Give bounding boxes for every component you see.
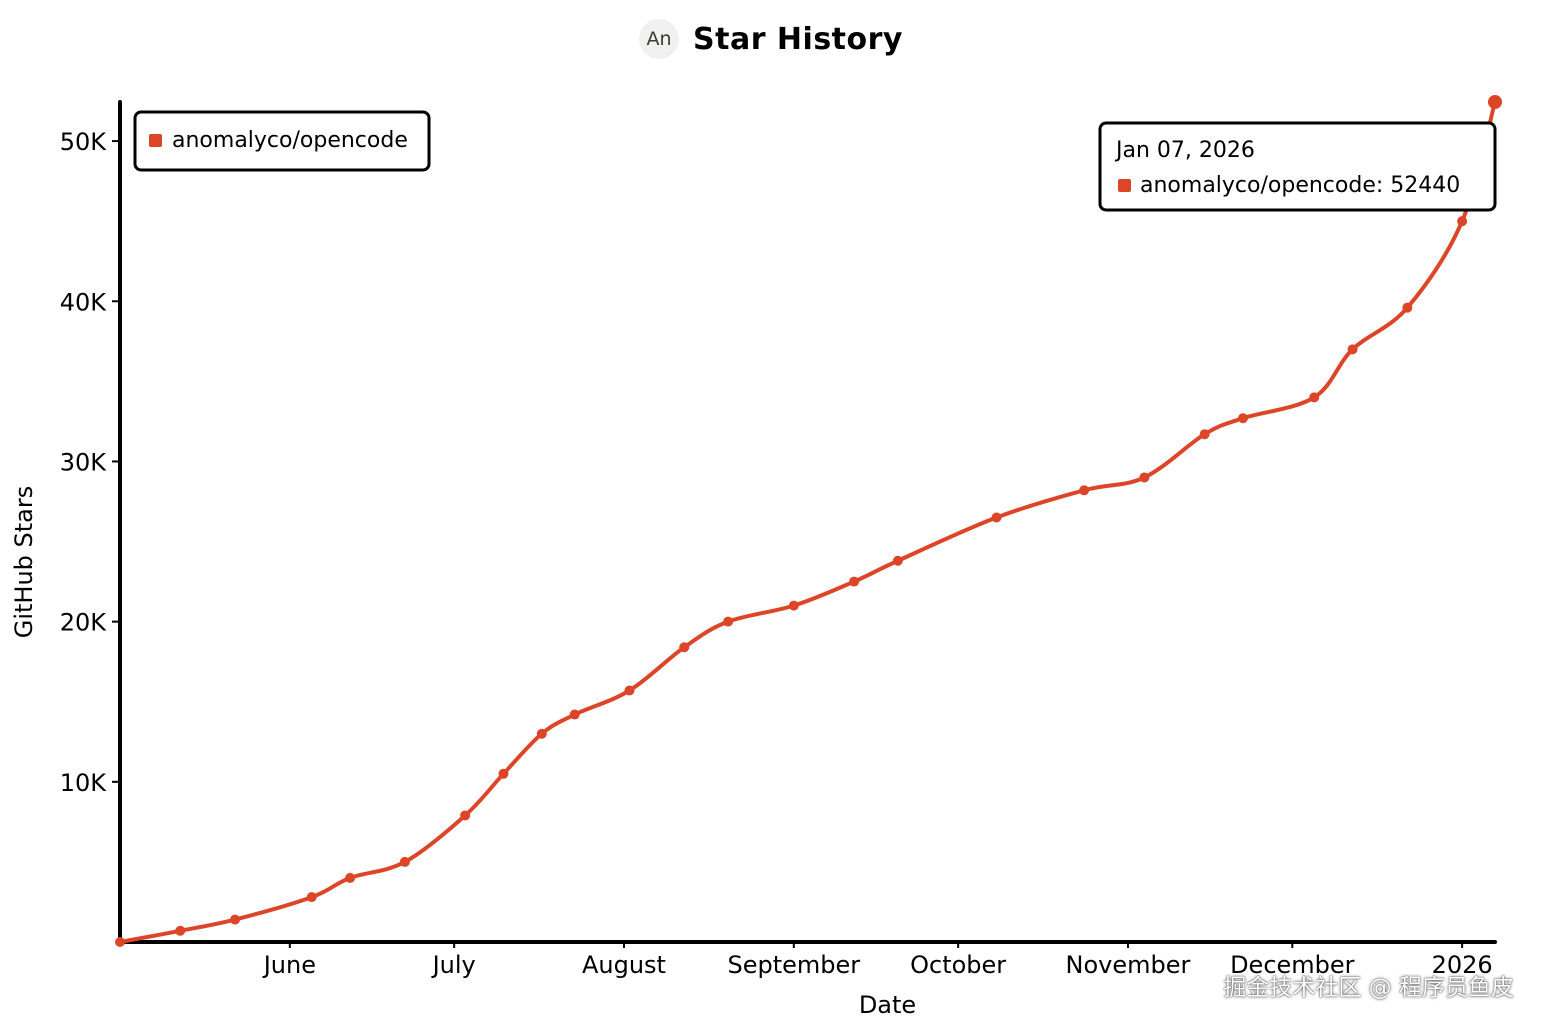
x-tick-label: 2026 (1432, 951, 1493, 979)
y-axis-title: GitHub Stars (10, 486, 38, 639)
legend-swatch (149, 134, 162, 147)
data-point[interactable] (1402, 302, 1413, 313)
series-line (118, 100, 1497, 944)
data-point[interactable] (345, 872, 356, 883)
data-point[interactable] (1488, 95, 1502, 109)
data-point[interactable] (788, 600, 799, 611)
data-point[interactable] (1079, 485, 1090, 496)
x-tick-label: November (1066, 951, 1191, 979)
legend-box (133, 110, 431, 172)
x-tick-label: December (1230, 951, 1355, 979)
data-point[interactable] (1457, 216, 1468, 227)
data-point[interactable] (498, 768, 509, 779)
data-point[interactable] (306, 892, 317, 903)
x-tick-label: June (262, 951, 316, 979)
watermark: 掘金技术社区 @ 程序员鱼皮 (1223, 975, 1514, 1001)
tooltip-value: anomalyco/opencode: 52440 (1140, 173, 1460, 198)
tooltip-box (1098, 121, 1497, 212)
data-point[interactable] (569, 709, 580, 720)
data-point[interactable] (115, 937, 125, 947)
tooltip-swatch (1118, 179, 1131, 192)
chart-header: An Star History (0, 12, 1542, 66)
x-tick-label: September (727, 951, 860, 979)
data-point[interactable] (1238, 413, 1249, 424)
data-point[interactable] (175, 925, 186, 936)
data-point[interactable] (399, 856, 410, 867)
data-point[interactable] (460, 810, 471, 821)
data-point[interactable] (679, 642, 690, 653)
data-point[interactable] (1139, 472, 1150, 483)
data-point[interactable] (230, 914, 241, 925)
tooltip-date: Jan 07, 2026 (1114, 138, 1255, 163)
y-tick-label: 50K (60, 128, 108, 156)
x-tick-label: October (910, 951, 1006, 979)
data-point[interactable] (723, 616, 734, 627)
y-tick-label: 40K (60, 288, 108, 316)
y-tick-label: 20K (60, 609, 108, 637)
data-point[interactable] (892, 555, 903, 566)
data-point[interactable] (1347, 344, 1358, 355)
x-tick-label: August (582, 951, 666, 979)
y-tick-label: 10K (60, 769, 108, 797)
chart-title: Star History (693, 21, 903, 57)
repo-avatar[interactable]: An (639, 19, 679, 59)
data-point[interactable] (991, 512, 1002, 523)
legend-label: anomalyco/opencode (172, 128, 408, 153)
data-point[interactable] (624, 685, 635, 696)
data-point[interactable] (1309, 392, 1320, 403)
data-point[interactable] (849, 576, 860, 587)
x-axis-title: Date (859, 991, 916, 1019)
data-point[interactable] (536, 728, 547, 739)
y-tick-label: 30K (60, 448, 108, 476)
data-point[interactable] (1199, 429, 1210, 440)
x-tick-label: July (431, 951, 476, 979)
